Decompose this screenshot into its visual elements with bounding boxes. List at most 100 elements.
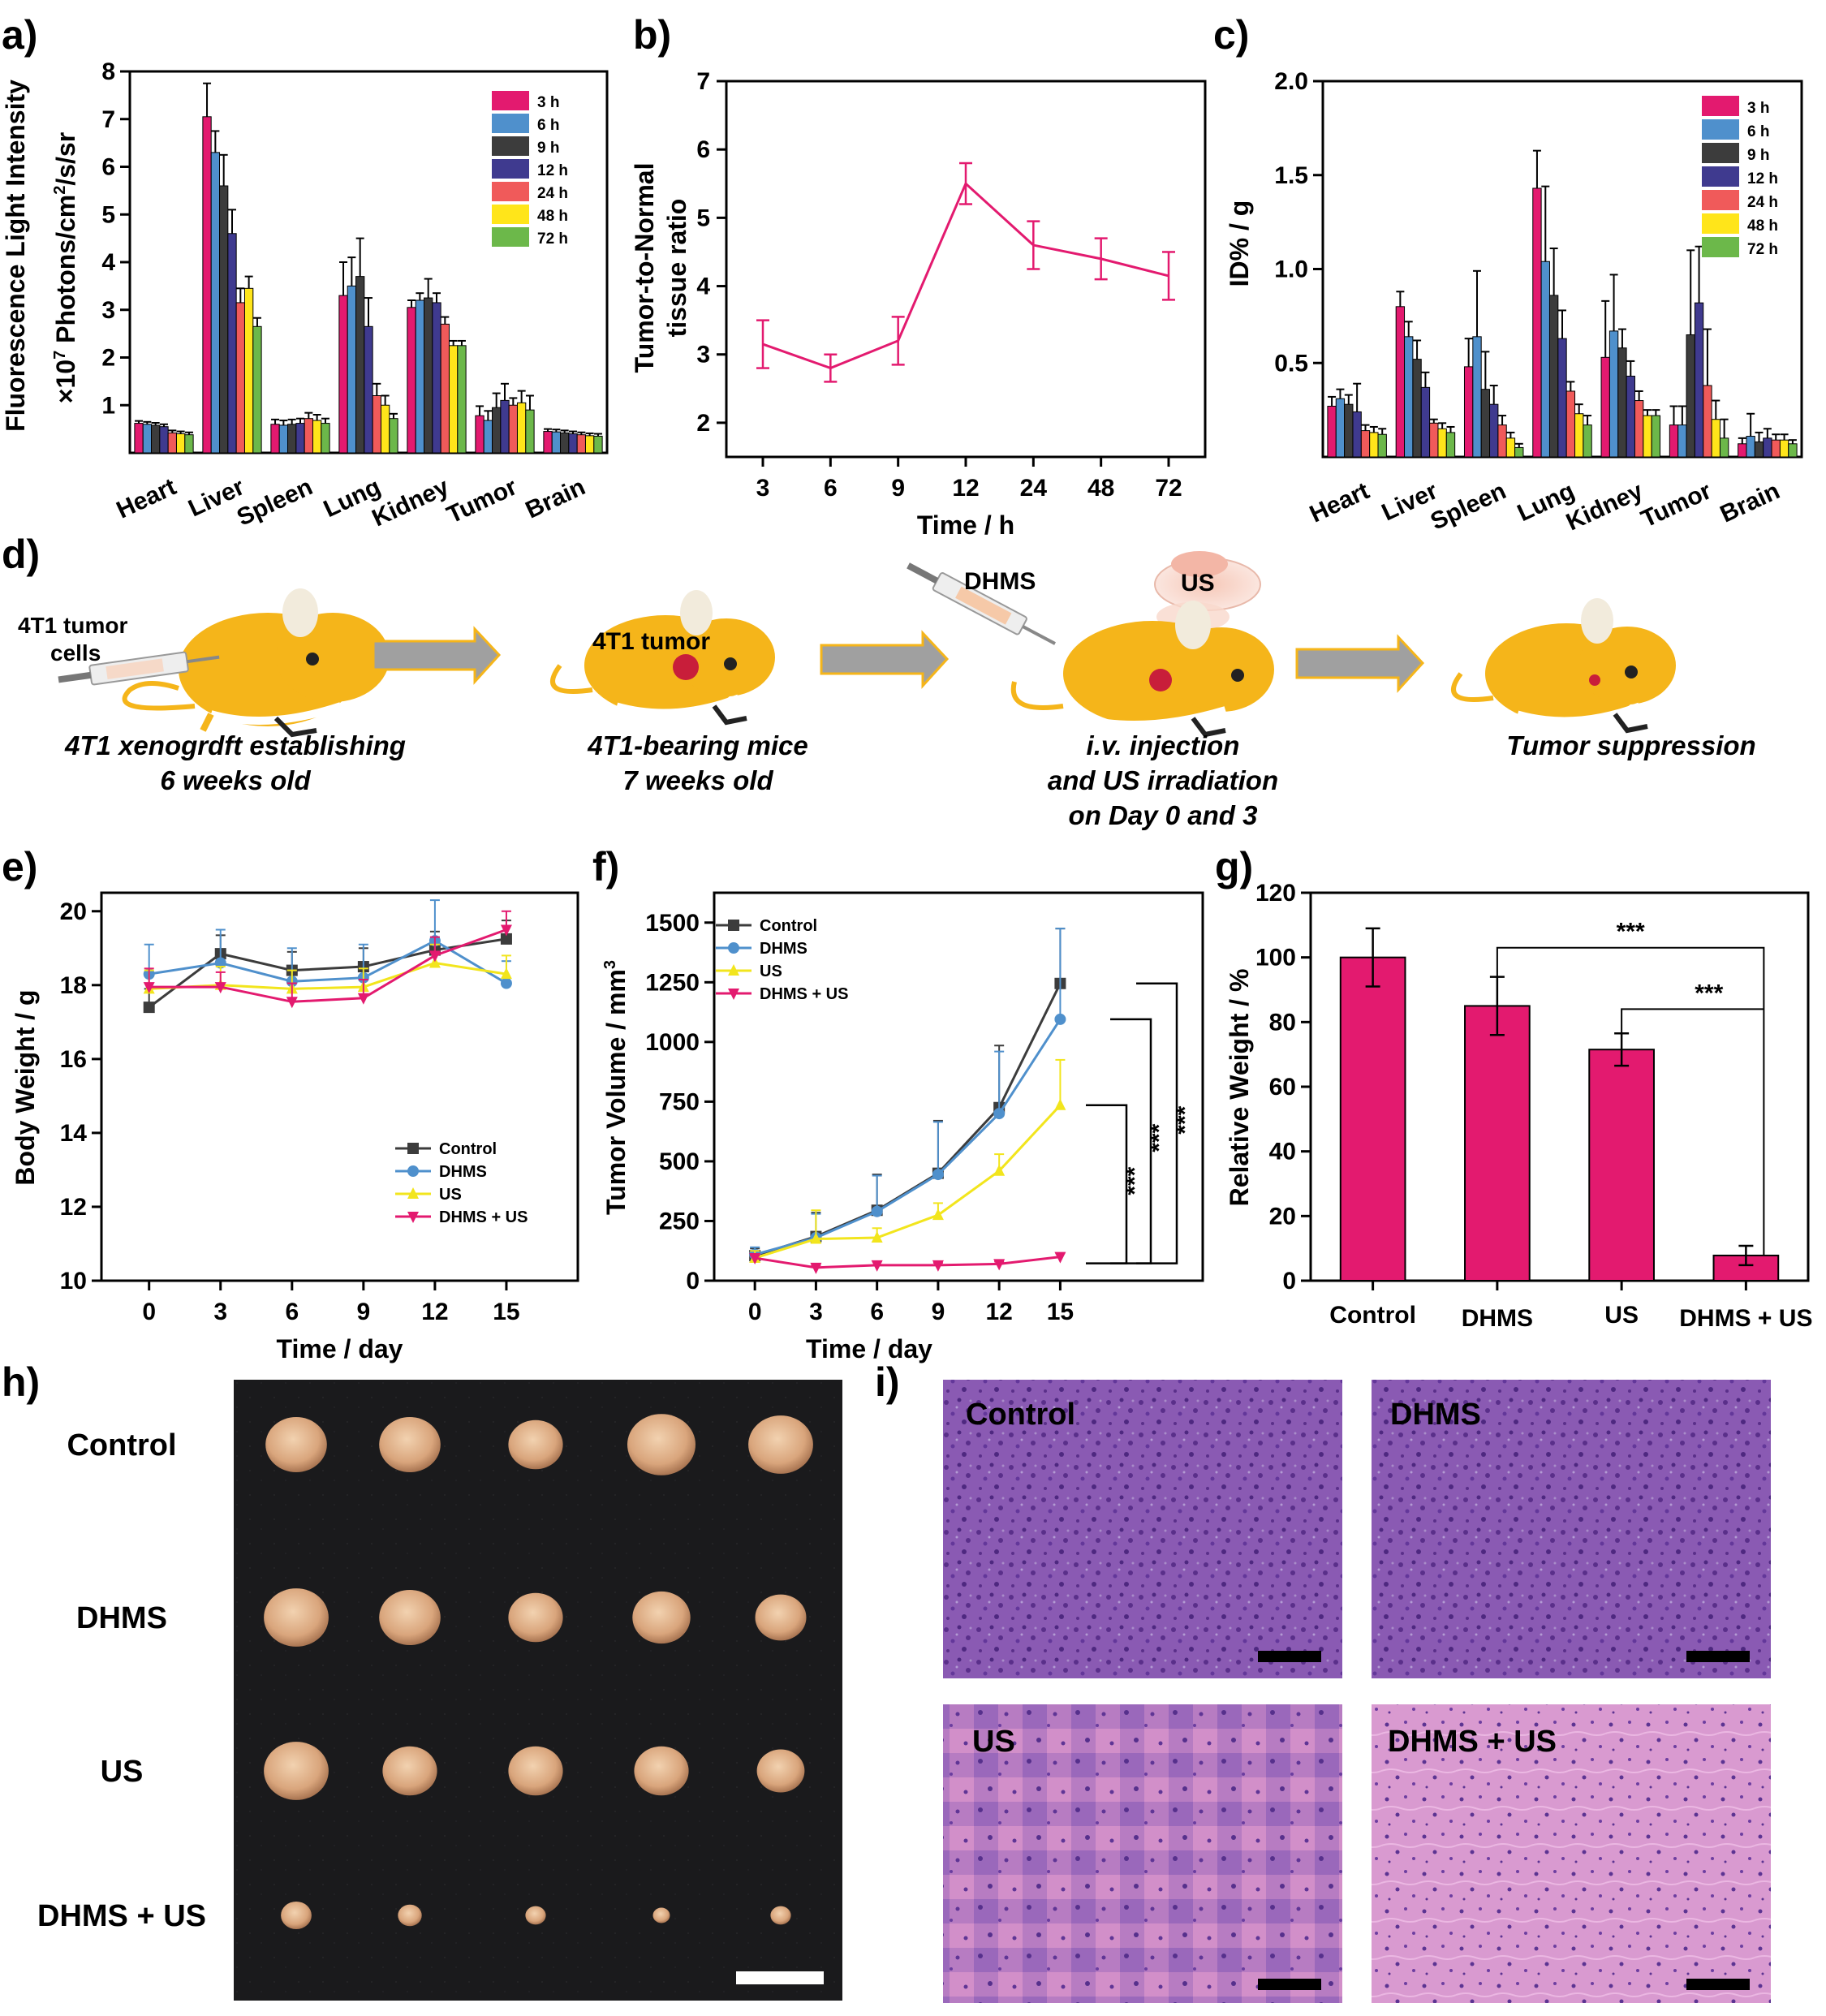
y-tick-label: 0.5 [1274,350,1308,377]
y-axis-unit: ×107 Photons/cm2/s/sr [51,132,80,403]
bar-control [1339,956,1406,1282]
bar-lung-3h [338,295,348,454]
x-tick-label: 12 [421,1299,448,1325]
data-point [143,1002,155,1014]
x-axis-title: Time / day [806,1334,932,1363]
legend-swatch [1702,143,1739,163]
bar-tumor-12h [1694,302,1704,458]
legend-label: US [760,963,782,980]
step-caption-4: Tumor suppression [1506,730,1755,760]
bar-brain-72h [1788,443,1798,458]
scale-bar-hist-4 [1686,1979,1750,1990]
data-point [810,1262,822,1274]
bar-liver-9h [219,185,229,454]
x-category-label: Heart [1306,477,1373,528]
tumor-sample [634,1746,689,1796]
bar-lung-72h [1583,424,1592,458]
bar-heart-9h [151,424,161,454]
x-category-label: Kidney [368,473,454,532]
process-arrow-2 [820,630,950,689]
y-axis-title-exp: 3 [601,960,619,969]
series-line [754,1019,1062,1256]
x-tick-label: 24 [1020,475,1048,502]
bar-heart-48h [175,433,186,454]
legend-swatch [1702,190,1739,210]
bar-spleen-72h [1514,446,1524,458]
y-tick-label: 5 [101,201,115,228]
y-tick-label: 500 [659,1148,700,1175]
y-tick-label: 6 [101,154,115,181]
bar-heart-3h [1327,405,1337,458]
label-cells: 4T1 tumor cells [18,613,127,666]
bar-brain-3h [1738,443,1747,458]
bar-brain-3h [543,431,553,454]
bar-tumor-6h [483,420,493,454]
bar-spleen-3h [1463,366,1474,458]
data-point [357,993,369,1005]
bar-lung-9h [355,276,365,454]
bar-lung-6h [1540,261,1550,458]
data-point [871,1205,883,1217]
bar-lung-72h [389,418,398,454]
x-category-label: DHMS [1462,1305,1533,1332]
bar-heart-12h [1352,411,1362,458]
x-tick-label: 0 [748,1299,762,1325]
tumor-sample [525,1906,546,1925]
bar-kidney-9h [1617,347,1627,458]
y-tick-label: 1 [101,392,115,419]
x-tick-label: 6 [824,475,838,502]
tumor-sample [652,1907,670,1923]
bar-brain-9h [560,432,570,454]
tumor-sample [398,1904,422,1927]
x-tick-label: 12 [952,475,979,502]
y-axis-title: ID% / g [1225,200,1254,287]
scale-bar-hist-2 [1686,1651,1750,1662]
legend-label: 12 h [1747,170,1778,187]
legend-label: 3 h [537,94,559,111]
x-category-label: Tumor [1637,477,1716,533]
photo-row-label: US [101,1755,144,1789]
data-point [932,1260,944,1272]
legend: 3 h 6 h 9 h 12 h 24 h 48 h 72 h [492,91,568,248]
legend-swatch [1702,166,1739,187]
data-point [214,982,226,994]
legend-label: DHMS + US [760,985,848,1003]
y-axis-scale-exp: 7 [51,351,69,360]
legend-swatch [492,114,529,133]
legend: Control DHMS US DHMS + US [716,917,848,1003]
x-tick-label: 72 [1155,475,1182,502]
histology-dhms [1372,1380,1771,1678]
bar-heart-6h [1335,398,1346,458]
bar-heart-24h [1360,430,1371,458]
bar-lung-48h [380,404,390,454]
y-axis-title-line2: tissue ratio [662,199,691,338]
histology-control [943,1380,1342,1678]
legend-marker [407,1165,419,1177]
x-tick-label: 3 [213,1299,227,1325]
y-tick-label: 0 [1282,1268,1296,1294]
bar-kidney-12h [1626,375,1635,458]
tumor-sample [756,1749,805,1793]
bar-liver-48h [1437,428,1447,458]
bar-tumor-3h [1669,424,1679,458]
data-point [871,1260,883,1272]
series-line [149,939,507,984]
legend: 3 h 6 h 9 h 12 h 24 h 48 h 72 h [1702,96,1778,258]
tumor-sample [508,1746,563,1796]
y-tick-label: 80 [1269,1009,1296,1036]
tumor-sample [265,1416,327,1473]
chart-f-tumor-volume: 0 250 500 750 1000 1250 1500 0 3 6 9 12 15 Control DHM… [601,891,1204,1363]
legend-label: 6 h [1747,123,1769,140]
legend-swatch [492,159,529,179]
x-category-label: Control [1329,1302,1416,1329]
legend-label: 24 h [537,185,568,202]
scale-bar-photo [736,1971,824,1984]
bar-spleen-12h [1489,403,1499,458]
legend-marker [407,1187,419,1199]
bar-kidney-48h [448,345,459,454]
y-tick-label: 100 [1255,945,1296,971]
bar-lung-24h [372,395,381,454]
y-axis-title: Relative Weight / % [1225,969,1254,1207]
x-tick-label: 6 [870,1299,884,1325]
